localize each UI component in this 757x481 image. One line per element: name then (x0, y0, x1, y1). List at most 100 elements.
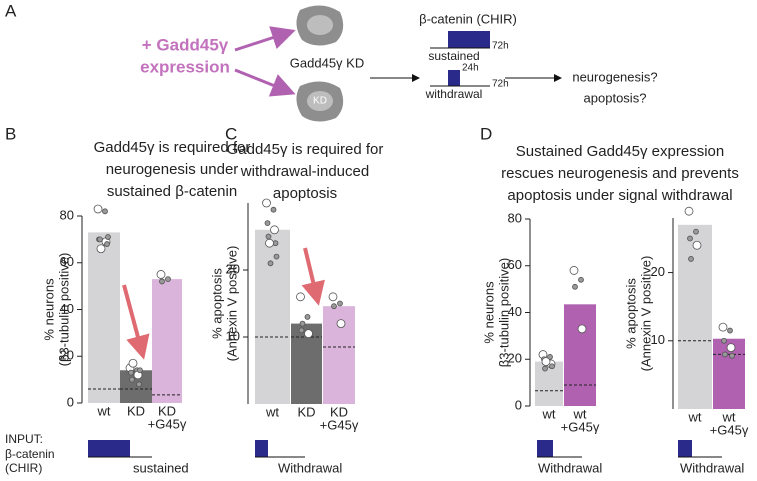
data-point (693, 228, 699, 235)
y-axis-label: % neurons (41, 278, 56, 341)
data-point (541, 357, 551, 366)
y-tick-label: 60 (60, 254, 74, 269)
time-label: 24h (462, 63, 479, 74)
outcome: neurogenesis? (572, 69, 657, 84)
y-tick-label: 10 (226, 328, 240, 343)
data-point (718, 322, 728, 332)
data-point (337, 300, 343, 307)
outcome: apoptosis? (584, 90, 647, 105)
input-label: Withdrawal (538, 460, 602, 475)
catenin-label: β-catenin (CHIR) (419, 11, 517, 26)
data-point (267, 260, 274, 267)
chart-title: apoptosis (273, 185, 337, 202)
chart-title: rescues neurogenesis and prevents (501, 165, 739, 182)
data-point (102, 208, 108, 215)
chart-title: Sustained Gadd45γ expression (516, 143, 724, 160)
y-axis-label: % apoptosis (209, 268, 224, 339)
x-tick-label: wt (722, 409, 736, 424)
chart-title: apoptosis under signal withdrawal (507, 187, 732, 204)
bar (564, 304, 596, 406)
y-tick-label: 40 (508, 304, 522, 319)
data-point (726, 343, 736, 353)
y-tick-label: 20 (60, 348, 74, 363)
x-tick-label: wt (573, 406, 587, 421)
data-point (104, 241, 110, 247)
arrow (234, 68, 296, 97)
data-point (136, 381, 142, 388)
bar (255, 229, 290, 404)
data-point (270, 206, 277, 213)
y-axis-label: β3-tubulin positive) (496, 258, 511, 367)
data-point (687, 235, 693, 242)
data-point (684, 206, 694, 216)
data-point (569, 266, 579, 275)
sustained-label: sustained (428, 49, 479, 63)
data-point (722, 351, 728, 358)
y-tick-label: 20 (226, 261, 240, 276)
input-pulse (88, 440, 130, 457)
data-point (331, 303, 337, 310)
data-point (578, 276, 584, 283)
y-tick-label: 10 (651, 332, 665, 347)
data-point (688, 256, 694, 262)
cell-label: KD (313, 96, 327, 107)
panel-letter: B (5, 124, 16, 143)
y-tick-label: 0 (67, 394, 74, 409)
data-point (270, 225, 279, 235)
data-point (328, 292, 338, 302)
highlight-arrow (301, 247, 325, 306)
x-tick-label: wt (265, 404, 279, 419)
data-point (93, 204, 103, 214)
data-point (265, 233, 272, 240)
data-point (729, 352, 735, 359)
data-point (572, 283, 578, 290)
data-point (273, 253, 280, 260)
y-axis-label: (Annexin V positive) (638, 256, 653, 372)
data-point (159, 278, 165, 285)
data-point (262, 198, 271, 208)
data-point (577, 324, 587, 334)
nucleus (307, 15, 333, 35)
data-point (299, 320, 306, 327)
data-point (165, 276, 171, 283)
time-label: 72h (492, 79, 509, 90)
data-point (304, 313, 311, 320)
input-pulse (255, 440, 268, 457)
data-point (727, 327, 733, 334)
data-point (264, 220, 271, 227)
time-label: 72h (492, 41, 509, 52)
y-tick-label: 20 (508, 351, 522, 366)
y-tick-label: 0 (515, 397, 522, 412)
y-tick-label: 40 (60, 301, 74, 316)
highlight-arrow (122, 284, 150, 360)
arrow (234, 26, 296, 52)
data-point (97, 236, 103, 243)
y-tick-label: 20 (651, 264, 665, 279)
y-axis-label: % neurons (481, 281, 496, 344)
chart-title: Gadd45γ is required for (94, 139, 251, 156)
data-point (304, 329, 313, 339)
data-point (296, 292, 305, 302)
data-point (549, 363, 555, 370)
panel-letter: C (225, 124, 237, 143)
expression-label: + Gadd45γ (142, 35, 229, 54)
data-point (105, 234, 111, 240)
data-point (336, 319, 346, 329)
pulse (448, 70, 460, 86)
input-pulse (678, 440, 692, 457)
data-point (128, 358, 138, 368)
bar (535, 361, 563, 406)
panel-letter: D (480, 124, 492, 143)
chart-title: sustained β-catenin (107, 183, 237, 200)
x-tick-label: +G45γ (148, 416, 187, 431)
y-axis-label: % apoptosis (623, 278, 638, 349)
nucleus (307, 91, 333, 111)
input-label: β-catenin (5, 447, 55, 461)
input-label: Withdrawal (680, 460, 744, 475)
chart-title: neurogenesis under (106, 161, 239, 178)
bar (152, 279, 182, 403)
chart-title: Gadd45γ is required for (227, 141, 384, 158)
panel-letter: A (5, 1, 17, 20)
input-label: INPUT: (5, 432, 43, 446)
